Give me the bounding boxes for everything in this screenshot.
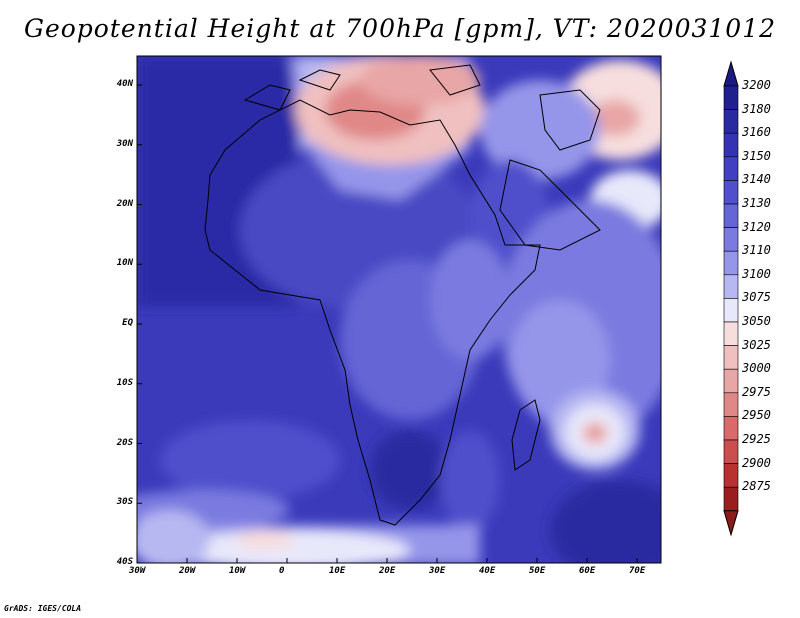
colorbar-swatch: [723, 368, 739, 394]
colorbar-level-label: 2875: [742, 479, 771, 494]
lon-label: 10W: [229, 566, 246, 576]
lat-label: 30N: [116, 138, 133, 149]
colorbar-level-label: 2950: [742, 408, 771, 423]
colorbar-swatch: [723, 298, 739, 323]
lon-label: 20E: [379, 566, 396, 576]
colorbar-level-label: 3000: [742, 361, 771, 376]
colorbar-level-label: 3075: [742, 290, 771, 305]
lon-label: 40E: [479, 566, 496, 576]
lon-label: 30W: [129, 566, 146, 576]
colorbar-level-label: 3180: [742, 101, 771, 116]
colorbar-swatch: [723, 180, 739, 205]
colorbar-level-label: 2975: [742, 384, 771, 399]
lat-label: EQ: [122, 318, 133, 328]
colorbar-swatch: [723, 463, 739, 488]
colorbar-swatch: [723, 416, 739, 441]
grads-credit: GrADS: IGES/COLA: [4, 604, 82, 613]
colorbar-swatch: [723, 274, 739, 299]
lat-label: 40N: [116, 79, 133, 89]
colorbar-swatch: [723, 345, 739, 370]
lat-label: 20S: [116, 437, 133, 448]
lon-label: 30E: [429, 566, 446, 576]
lat-label: 30S: [116, 497, 133, 508]
colorbar-swatch: [723, 203, 739, 228]
lat-label: 20N: [116, 198, 133, 209]
lon-label: 10E: [329, 566, 346, 576]
lon-label: 50E: [529, 566, 546, 576]
colorbar-level-label: 3100: [742, 266, 771, 281]
colorbar-swatch: [723, 227, 739, 252]
lon-label: 20W: [179, 566, 196, 576]
colorbar-level-label: 3200: [742, 78, 771, 92]
lon-label: 0: [279, 566, 285, 576]
colorbar-swatch: [723, 156, 739, 181]
colorbar-level-label: 3140: [742, 172, 771, 187]
height-field: [137, 56, 661, 563]
colorbar-level-label: 3150: [742, 148, 771, 163]
colorbar-swatch: [723, 109, 739, 134]
colorbar-swatch: [723, 486, 739, 512]
colorbar-level-label: 3025: [742, 337, 771, 352]
colorbar-swatch: [723, 392, 739, 417]
lat-label: 10N: [116, 258, 133, 269]
lat-label: 40S: [116, 557, 133, 567]
lat-label: 10S: [116, 377, 133, 388]
colorbar-level-label: 3110: [742, 243, 771, 258]
colorbar-swatch: [723, 439, 739, 464]
lon-label: 70E: [629, 566, 646, 576]
colorbar-level-label: 3160: [742, 125, 771, 140]
colorbar-level-label: 2900: [742, 455, 771, 470]
colorbar-level-label: 3130: [742, 196, 771, 210]
colorbar-swatch: [723, 85, 739, 110]
colorbar-upper-arrow: [723, 60, 739, 87]
plot-frame: [136, 55, 662, 564]
lon-label: 60E: [579, 566, 596, 576]
colorbar-swatch: [723, 250, 739, 276]
colorbar-lower-arrow: [723, 510, 739, 537]
colorbar-swatch: [723, 132, 739, 158]
colorbar-level-label: 3050: [742, 314, 771, 328]
chart-title: Geopotential Height at 700hPa [gpm], VT:…: [23, 14, 777, 43]
colorbar-level-label: 2925: [742, 432, 771, 446]
coastlines: [204, 64, 601, 526]
colorbar-swatch: [723, 321, 739, 346]
colorbar-level-label: 3120: [742, 219, 771, 234]
